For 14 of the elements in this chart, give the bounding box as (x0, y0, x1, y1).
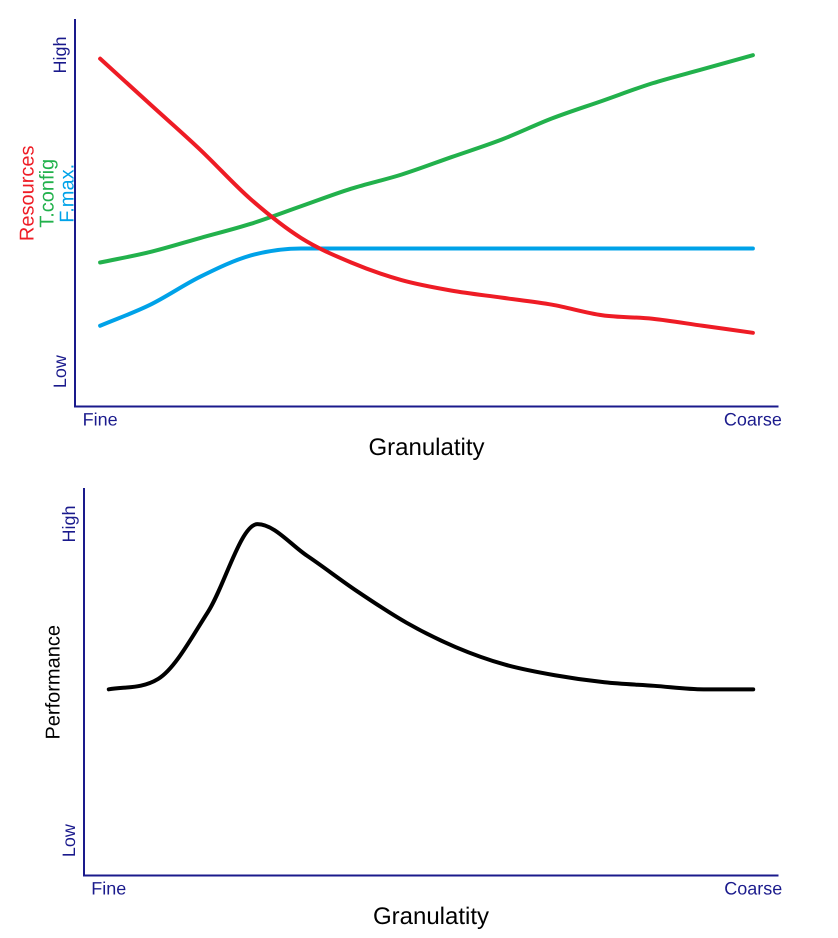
text: High (58, 505, 79, 543)
x-tick-label: Fine (82, 409, 118, 430)
text: Resources (16, 145, 39, 242)
x-axis-title: Granulatity (368, 434, 485, 462)
y-axis-title: Performance (42, 625, 65, 740)
text: F.max. (56, 164, 79, 223)
x-axis-title: Granulatity (372, 903, 490, 930)
text: Low (58, 823, 79, 858)
x-tick-label: Fine (91, 878, 126, 898)
text: High (50, 36, 70, 74)
x-tick-label: Coarse (724, 409, 782, 430)
text: Low (50, 354, 70, 388)
x-tick-label: Coarse (724, 878, 782, 898)
text: T.config (36, 158, 59, 228)
